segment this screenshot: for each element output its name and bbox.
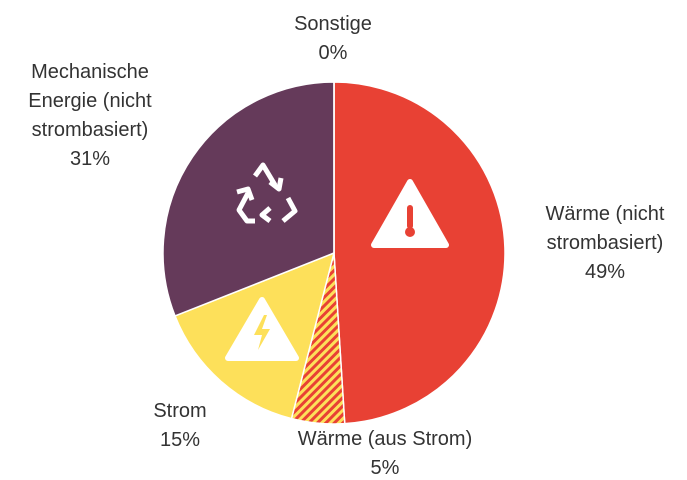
slice-label: Wärme (aus Strom) 5% bbox=[280, 425, 490, 480]
category-label: Wärme (nicht strombasiert) bbox=[545, 203, 665, 254]
pie-slice bbox=[162, 81, 335, 317]
pie-slice bbox=[333, 81, 506, 425]
slice-label: Strom 15% bbox=[130, 397, 230, 455]
category-label: Sonstige bbox=[294, 13, 372, 35]
slice-label: Sonstige 0% bbox=[263, 10, 403, 68]
power-icon bbox=[225, 297, 299, 361]
value-label: 0% bbox=[318, 42, 348, 64]
slice-label: Wärme (nicht strombasiert) 49% bbox=[530, 200, 680, 287]
value-label: 15% bbox=[159, 429, 201, 451]
value-label: 5% bbox=[370, 457, 400, 479]
value-label: 49% bbox=[584, 261, 626, 283]
recycle-icon bbox=[236, 162, 298, 224]
slice-label: Mechanische Energie (nicht strombasiert)… bbox=[5, 58, 175, 174]
category-label: Strom bbox=[153, 400, 207, 422]
heat-icon bbox=[371, 179, 449, 248]
category-label: Wärme (aus Strom) bbox=[297, 428, 473, 450]
value-label: 31% bbox=[69, 148, 111, 170]
category-label: Mechanische Energie (nicht strombasiert) bbox=[28, 61, 152, 141]
